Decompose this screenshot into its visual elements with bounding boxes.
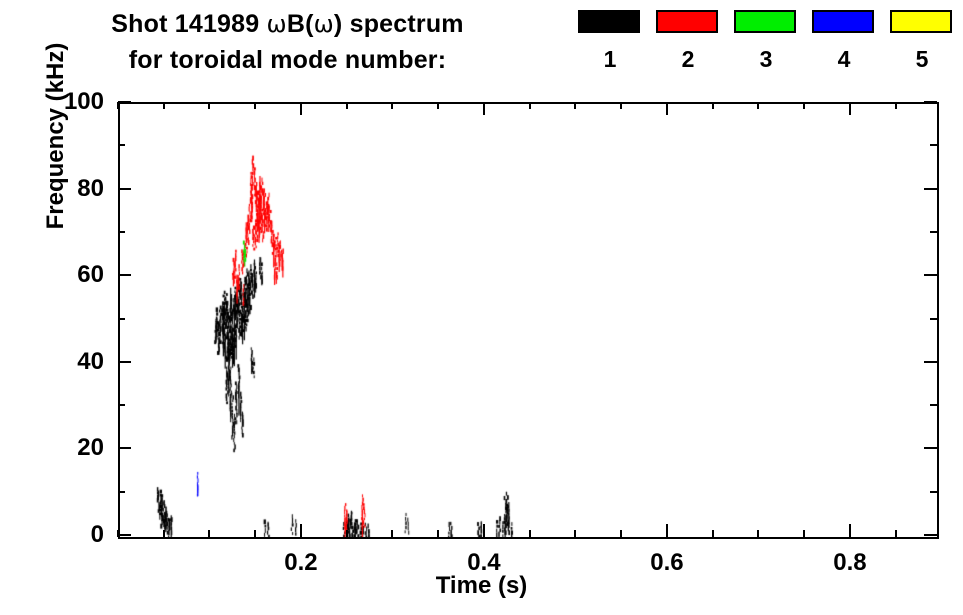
x-tick xyxy=(254,530,257,537)
y-tick xyxy=(930,144,937,147)
x-tick xyxy=(574,102,577,109)
legend-item-1: 1 xyxy=(578,10,642,72)
legend-item-2: 2 xyxy=(656,10,720,72)
figure-title-line-1: Shot 141989 ωB(ω) spectrum xyxy=(0,6,575,42)
x-tick xyxy=(528,530,531,537)
x-tick xyxy=(757,102,760,109)
x-tick xyxy=(665,102,668,115)
y-tick xyxy=(118,144,125,147)
omega-symbol-1: ω xyxy=(266,10,287,38)
y-tick xyxy=(118,360,131,363)
x-tick xyxy=(254,102,257,109)
x-tick xyxy=(803,102,806,109)
x-tick xyxy=(620,530,623,537)
y-tick xyxy=(924,274,937,277)
y-tick xyxy=(930,490,937,493)
legend-swatch-4 xyxy=(812,10,874,33)
x-tick-label: 0.6 xyxy=(650,549,684,576)
legend-item-3: 3 xyxy=(734,10,798,72)
y-tick-label: 40 xyxy=(77,347,104,375)
y-tick xyxy=(118,447,131,450)
x-tick xyxy=(574,530,577,537)
x-tick xyxy=(620,102,623,109)
x-tick xyxy=(711,530,714,537)
y-tick xyxy=(930,404,937,407)
x-tick xyxy=(528,102,531,109)
x-tick xyxy=(345,530,348,537)
x-tick xyxy=(391,530,394,537)
y-tick xyxy=(118,274,131,277)
omega-symbol-2: ω xyxy=(313,10,334,38)
x-tick xyxy=(711,102,714,109)
x-tick xyxy=(894,530,897,537)
legend-label-3: 3 xyxy=(759,46,773,72)
y-tick xyxy=(118,534,131,536)
plot-frame xyxy=(118,102,939,539)
legend-swatch-5 xyxy=(890,10,952,33)
x-tick xyxy=(848,524,851,537)
x-tick-label: 0.2 xyxy=(284,549,318,576)
y-tick xyxy=(118,490,125,493)
plot-data-area xyxy=(120,104,937,537)
x-tick xyxy=(437,530,440,537)
x-tick xyxy=(345,102,348,109)
legend-label-4: 4 xyxy=(837,46,851,72)
title-suffix: ) spectrum xyxy=(333,10,464,38)
legend-swatch-1 xyxy=(578,10,640,33)
legend-label-5: 5 xyxy=(915,46,929,72)
x-tick-label: 0.4 xyxy=(467,549,501,576)
x-tick xyxy=(665,524,668,537)
x-tick xyxy=(162,102,165,109)
x-tick xyxy=(391,102,394,109)
y-tick-label: 20 xyxy=(77,434,104,462)
x-tick xyxy=(757,530,760,537)
legend-item-4: 4 xyxy=(812,10,876,72)
figure-title: Shot 141989 ωB(ω) spectrum for toroidal … xyxy=(0,6,575,78)
legend: 1 2 3 4 5 xyxy=(578,10,963,90)
x-tick xyxy=(208,530,211,537)
y-tick xyxy=(118,101,131,103)
y-tick xyxy=(118,404,125,407)
x-tick-label: 0.8 xyxy=(833,549,867,576)
spectrogram-canvas xyxy=(120,104,937,537)
y-tick xyxy=(930,317,937,320)
y-tick xyxy=(924,534,937,536)
legend-label-1: 1 xyxy=(603,46,617,72)
x-tick xyxy=(482,524,485,537)
y-tick xyxy=(118,317,125,320)
x-tick xyxy=(299,102,302,115)
legend-item-5: 5 xyxy=(890,10,954,72)
y-tick xyxy=(924,360,937,363)
y-tick-label: 0 xyxy=(90,521,104,548)
y-tick-label: 80 xyxy=(77,174,104,202)
x-tick xyxy=(208,102,211,109)
x-tick xyxy=(848,102,851,115)
y-tick xyxy=(924,447,937,450)
legend-label-2: 2 xyxy=(681,46,695,72)
y-tick xyxy=(924,187,937,190)
x-tick xyxy=(437,102,440,109)
x-tick xyxy=(803,530,806,537)
legend-swatch-2 xyxy=(656,10,718,33)
x-axis-label: Time (s) xyxy=(435,572,528,599)
x-tick xyxy=(162,530,165,537)
y-tick xyxy=(930,230,937,233)
y-tick xyxy=(924,101,937,103)
y-tick xyxy=(118,230,125,233)
x-tick xyxy=(299,524,302,537)
y-axis-label: Frequency (kHz) xyxy=(42,42,69,230)
y-tick xyxy=(118,187,131,190)
figure-title-line-2: for toroidal mode number: xyxy=(128,46,447,74)
x-tick xyxy=(894,102,897,109)
y-tick-label: 60 xyxy=(77,261,104,289)
title-prefix: Shot 141989 xyxy=(111,10,267,38)
x-tick xyxy=(117,102,119,109)
y-tick-label: 100 xyxy=(63,88,104,115)
title-mid: B( xyxy=(286,10,314,38)
x-tick xyxy=(117,530,119,537)
legend-swatch-3 xyxy=(734,10,796,33)
x-tick xyxy=(482,102,485,115)
